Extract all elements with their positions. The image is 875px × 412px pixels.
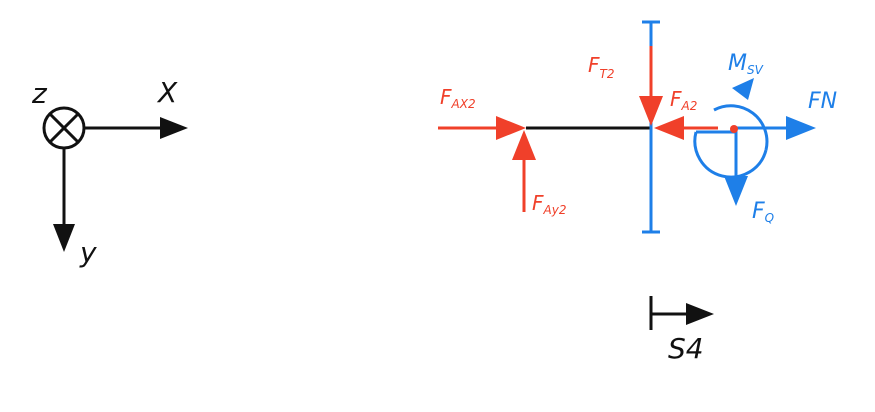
fq-label: FQ [752,199,774,225]
msv-label: MSV [728,51,764,77]
force-fay2: FAy2 [512,130,566,217]
z-axis-cross-2 [48,112,80,144]
fn-arrowhead [786,116,816,140]
msv-moment-arc-lower [693,131,768,179]
coordinate-system: z X y [31,76,188,269]
ft2-label: FT2 [588,53,614,81]
msv-moment-arc [713,104,769,151]
x-axis-label: X [156,76,178,109]
msv-arrowhead [732,78,754,100]
s4-arrowhead [686,303,714,325]
z-axis-label: z [31,77,48,110]
ft2-arrowhead [639,96,663,126]
internal-forces: MSV FN FQ [693,51,837,225]
force-fax2: FAX2 [438,85,526,140]
fn-label: FN [808,89,837,114]
force-ft2: FT2 [588,46,663,126]
s4-label: S4 [668,332,704,365]
cut-point-dot [730,125,738,133]
fax2-label: FAX2 [440,85,476,111]
y-axis-arrowhead [53,224,75,252]
fax2-arrowhead [496,116,526,140]
y-axis-label: y [79,236,97,269]
fa2-label: FA2 [670,87,697,113]
force-fa2: FA2 [654,87,718,140]
fay2-label: FAy2 [532,191,566,217]
x-axis-arrowhead [160,117,188,139]
section-marker-s4: S4 [649,296,714,365]
fa2-arrowhead [654,116,684,140]
fq-arrowhead [724,176,748,206]
fay2-arrowhead [512,130,536,160]
